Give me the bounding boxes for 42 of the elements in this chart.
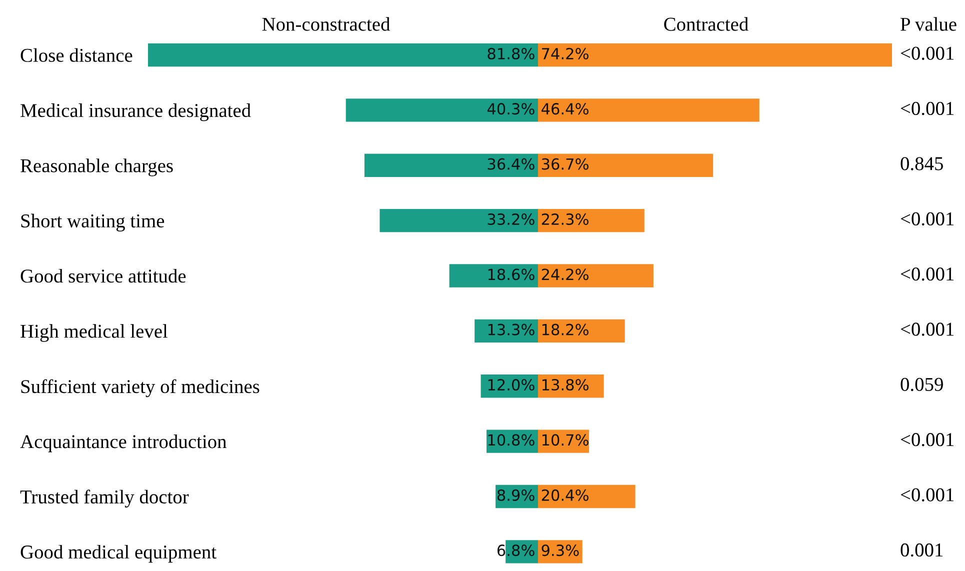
y-tick-label: Reasonable charges bbox=[20, 158, 173, 176]
data-label: 13.3% bbox=[488, 324, 534, 336]
data-label: 8.9% bbox=[497, 489, 534, 501]
data-label: 10.8% bbox=[488, 434, 534, 446]
data-label: 74.2% bbox=[542, 48, 588, 60]
data-label: 12.0% bbox=[488, 379, 534, 391]
chart-title: Non-constracted bbox=[262, 17, 390, 31]
y-tick-label: Good service attitude bbox=[20, 269, 186, 283]
data-label: 18.2% bbox=[542, 324, 588, 336]
data-label: 33.2% bbox=[488, 213, 534, 225]
data-label: 22.3% bbox=[542, 213, 588, 225]
text: 0.001 bbox=[900, 543, 943, 557]
data-label: 24.2% bbox=[542, 268, 588, 280]
text: P value bbox=[900, 17, 956, 31]
data-label: 20.4% bbox=[542, 489, 588, 501]
y-tick-label: High medical level bbox=[20, 324, 168, 342]
y-tick-label: Medical insurance designated bbox=[20, 103, 251, 122]
y-tick-label: Sufficient variety of medicines bbox=[21, 379, 260, 398]
data-label: 9.3% bbox=[542, 544, 579, 556]
data-label: 13.8% bbox=[542, 379, 588, 391]
data-label: 40.3% bbox=[487, 103, 534, 115]
data-label: 46.4% bbox=[542, 103, 588, 115]
text: <0.001 bbox=[900, 488, 954, 502]
data-label: 36.4% bbox=[488, 158, 534, 170]
text: 0.059 bbox=[900, 378, 943, 392]
text: <0.001 bbox=[900, 433, 954, 446]
chart-title: Contracted bbox=[664, 17, 748, 31]
y-tick-label: Acquaintance introduction bbox=[20, 434, 226, 452]
data-label: 18.6% bbox=[488, 268, 534, 280]
text: <0.001 bbox=[900, 322, 954, 336]
text: <0.001 bbox=[900, 102, 954, 116]
y-tick-label: Short waiting time bbox=[21, 214, 164, 232]
y-tick-label: Good medical equipment bbox=[20, 544, 216, 563]
data-label: 36.7% bbox=[542, 158, 588, 170]
text: <0.001 bbox=[900, 212, 954, 226]
data-label: 10.7% bbox=[542, 434, 588, 446]
y-tick-label: Close distance bbox=[20, 48, 132, 62]
text: <0.001 bbox=[900, 267, 954, 281]
data-label: 81.8% bbox=[488, 48, 534, 60]
y-tick-label: Trusted family doctor bbox=[20, 490, 189, 508]
text: <0.001 bbox=[900, 46, 954, 60]
text: 0.845 bbox=[900, 157, 943, 170]
